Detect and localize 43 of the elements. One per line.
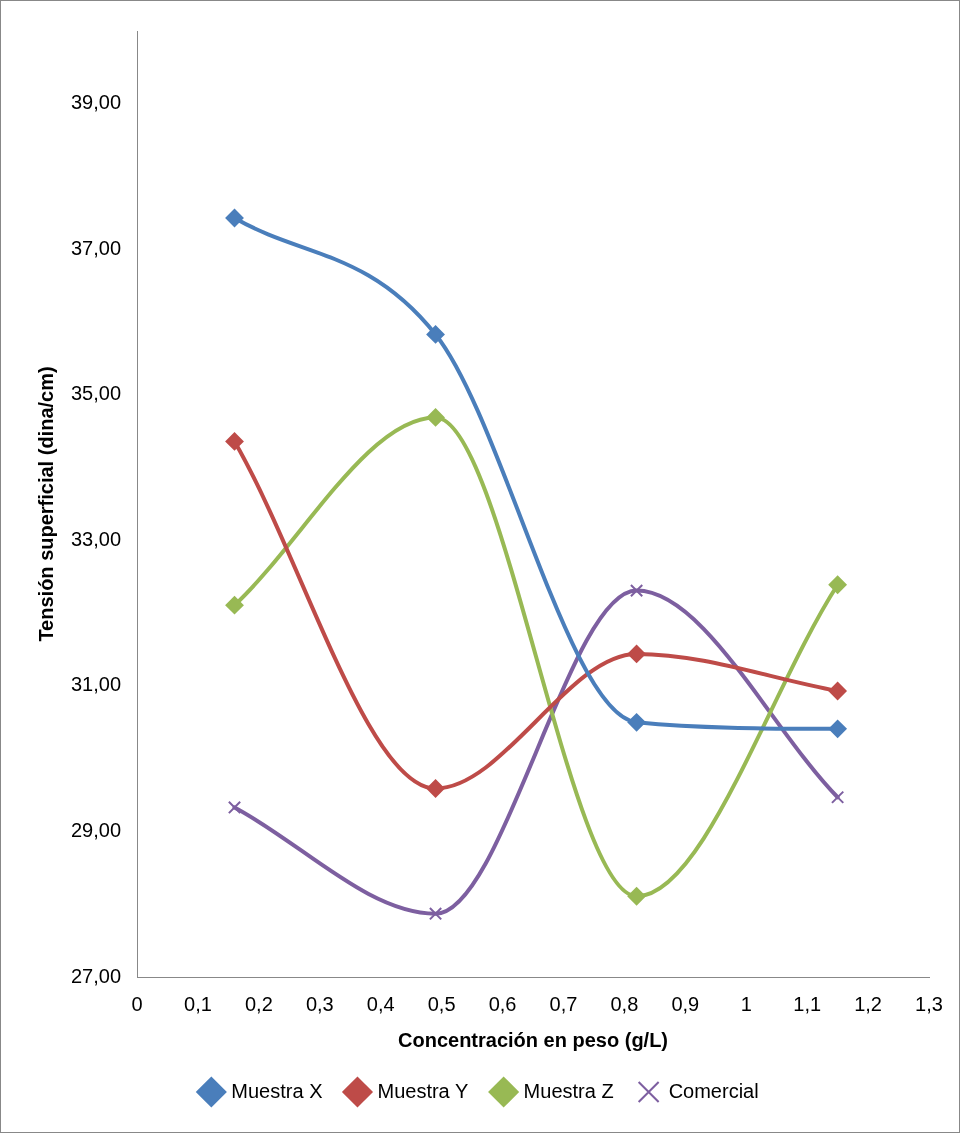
y-tick-label: 27,00 [70,964,122,987]
point [627,887,646,906]
point [225,209,244,228]
point [227,800,242,815]
point [828,575,847,594]
x-tick-label: 1,2 [854,992,882,1015]
y-tick-label: 31,00 [70,673,122,696]
x-tick-label: 0,2 [244,992,273,1015]
x-tick-label: 1 [740,992,752,1015]
legend-label: Muestra Y [377,1079,469,1102]
point [225,596,244,615]
x-tick-label: 0,4 [366,992,395,1015]
x-tick-label: 0,8 [610,992,639,1015]
x-tick-label: 0 [131,992,143,1015]
y-axis-title: Tensión superficial (dina/cm) [34,366,57,642]
point [428,907,443,921]
point [830,790,845,804]
y-tick-label: 33,00 [70,527,122,550]
y-tick-label: 29,00 [70,818,122,841]
point [627,644,646,663]
x-tick-label: 0,6 [488,992,517,1015]
legend-label: Comercial [668,1079,759,1102]
y-tick-label: 35,00 [70,382,122,405]
x-tick-label: 0,1 [184,992,212,1015]
x-axis-title: Concentración en peso (g/L) [398,1028,669,1051]
legend-label: Muestra X [231,1079,323,1102]
point [426,779,445,798]
x-tick-label: 1,1 [793,992,822,1015]
point [426,408,445,427]
y-tick-label: 37,00 [70,236,122,259]
y-tick-label: 39,00 [70,91,122,114]
legend-label: Muestra Z [523,1079,614,1102]
x-tick-label: 0,3 [305,992,334,1015]
point [828,682,847,701]
x-tick-label: 1,3 [915,992,943,1015]
x-tick-label: 0,5 [427,992,456,1015]
point [426,325,445,344]
x-tick-label: 0,9 [671,992,700,1015]
point [627,713,646,732]
point [225,432,244,451]
point [629,583,644,598]
point [828,719,847,738]
x-tick-label: 0,7 [549,992,578,1015]
